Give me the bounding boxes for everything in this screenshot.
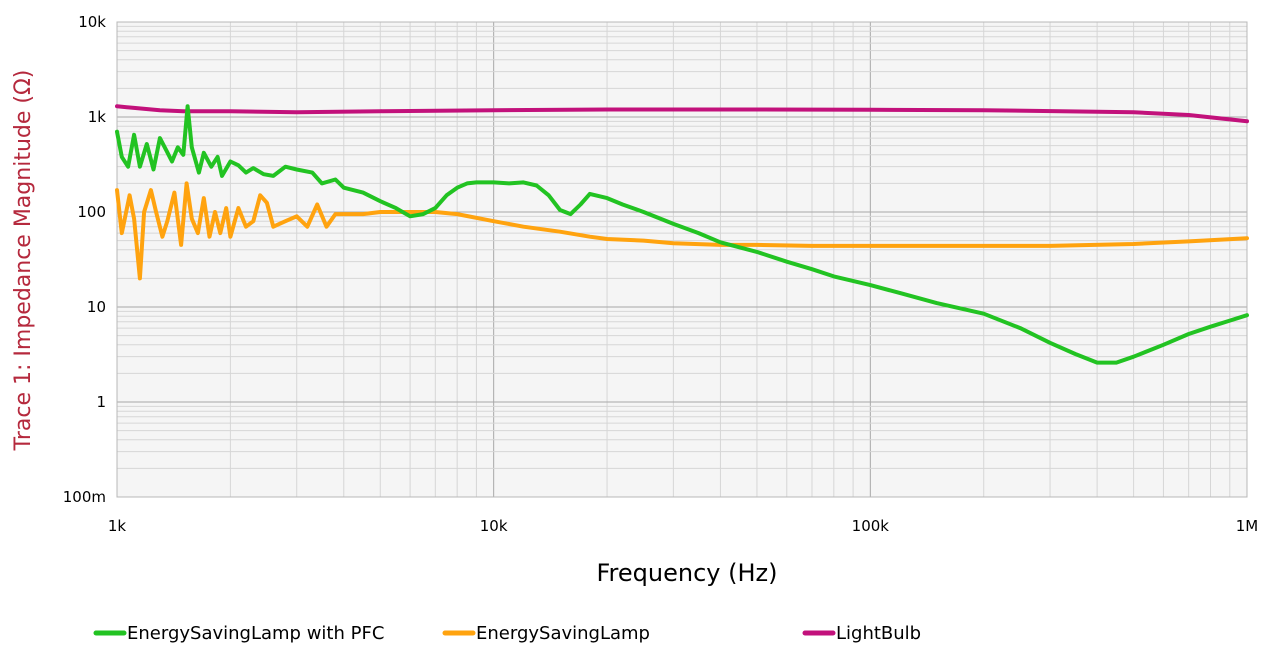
x-tick-label: 1k	[108, 517, 127, 535]
plot-background	[117, 22, 1247, 497]
y-tick-label: 10k	[78, 13, 106, 31]
legend-label: EnergySavingLamp with PFC	[127, 623, 384, 644]
series-line-3	[115, 104, 1249, 124]
x-tick-label: 10k	[480, 517, 508, 535]
grid	[116, 22, 1247, 498]
x-tick-labels: 1k 10k 100k 1M	[108, 517, 1258, 535]
series-line-2	[115, 181, 1249, 281]
y-axis-label: Trace 1: Impedance Magnitude (Ω)	[11, 70, 36, 452]
legend-label: EnergySavingLamp	[476, 623, 650, 644]
y-tick-label: 100	[77, 203, 106, 221]
y-tick-label: 10	[87, 298, 106, 316]
series-lines	[115, 104, 1249, 365]
x-axis-label: Frequency (Hz)	[597, 559, 778, 587]
y-tick-label: 100m	[63, 488, 106, 506]
y-tick-label: 1k	[88, 108, 107, 126]
x-tick-label: 100k	[852, 517, 890, 535]
x-tick-label: 1M	[1236, 517, 1259, 535]
y-tick-label: 1	[96, 393, 106, 411]
legend: EnergySavingLamp with PFC EnergySavingLam…	[93, 623, 921, 644]
y-tick-labels: 10k 1k 100 10 1 100m	[63, 13, 107, 506]
plot-frame	[116, 21, 1248, 498]
legend-label: LightBulb	[836, 623, 921, 644]
series-line-1	[115, 104, 1249, 365]
